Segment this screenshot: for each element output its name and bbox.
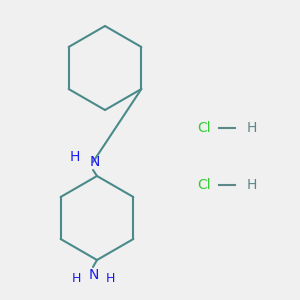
Text: H: H	[71, 272, 81, 286]
Text: H: H	[247, 121, 257, 135]
Text: H: H	[70, 150, 80, 164]
Text: H: H	[105, 272, 115, 286]
Text: Cl: Cl	[197, 121, 211, 135]
Text: N: N	[90, 155, 100, 169]
Text: N: N	[89, 268, 99, 282]
Text: H: H	[247, 178, 257, 192]
Text: Cl: Cl	[197, 178, 211, 192]
